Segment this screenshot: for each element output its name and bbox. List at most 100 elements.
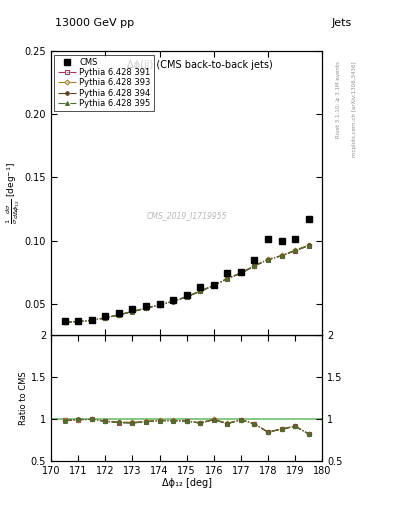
Pythia 6.428 394 bbox=[171, 298, 176, 305]
Pythia 6.428 391 bbox=[62, 319, 67, 325]
Pythia 6.428 393 bbox=[266, 256, 270, 262]
Text: Jets: Jets bbox=[331, 18, 352, 28]
Pythia 6.428 394 bbox=[252, 263, 257, 269]
Pythia 6.428 393 bbox=[62, 319, 67, 325]
Pythia 6.428 391 bbox=[130, 308, 135, 314]
Pythia 6.428 394 bbox=[143, 305, 148, 311]
Pythia 6.428 395 bbox=[103, 315, 108, 321]
CMS bbox=[103, 313, 108, 319]
Pythia 6.428 393 bbox=[90, 317, 94, 323]
CMS bbox=[293, 237, 298, 243]
Pythia 6.428 391 bbox=[239, 270, 243, 276]
Pythia 6.428 394 bbox=[239, 270, 243, 276]
Pythia 6.428 395 bbox=[225, 275, 230, 282]
Pythia 6.428 394 bbox=[103, 315, 108, 321]
Pythia 6.428 393 bbox=[225, 275, 230, 282]
Pythia 6.428 395 bbox=[184, 294, 189, 300]
Pythia 6.428 394 bbox=[184, 294, 189, 300]
Pythia 6.428 394 bbox=[62, 319, 67, 326]
Pythia 6.428 391 bbox=[252, 263, 257, 269]
CMS bbox=[279, 238, 284, 244]
Pythia 6.428 391 bbox=[76, 318, 81, 325]
CMS bbox=[198, 284, 203, 290]
Pythia 6.428 393 bbox=[130, 308, 135, 314]
Pythia 6.428 393 bbox=[198, 288, 203, 294]
Pythia 6.428 393 bbox=[171, 298, 176, 304]
Pythia 6.428 391 bbox=[307, 243, 311, 249]
Pythia 6.428 394 bbox=[266, 257, 270, 263]
Pythia 6.428 395 bbox=[157, 302, 162, 308]
Y-axis label: Ratio to CMS: Ratio to CMS bbox=[19, 371, 28, 425]
Pythia 6.428 395 bbox=[143, 305, 148, 311]
Pythia 6.428 393 bbox=[307, 242, 311, 248]
Pythia 6.428 395 bbox=[117, 312, 121, 318]
Pythia 6.428 393 bbox=[184, 293, 189, 300]
Legend: CMS, Pythia 6.428 391, Pythia 6.428 393, Pythia 6.428 394, Pythia 6.428 395: CMS, Pythia 6.428 391, Pythia 6.428 393,… bbox=[54, 55, 154, 111]
Pythia 6.428 395 bbox=[307, 243, 311, 249]
Pythia 6.428 391 bbox=[117, 312, 121, 318]
Pythia 6.428 391 bbox=[211, 283, 216, 289]
Pythia 6.428 394 bbox=[90, 317, 94, 324]
Line: CMS: CMS bbox=[62, 217, 312, 324]
Pythia 6.428 393 bbox=[157, 302, 162, 308]
Pythia 6.428 391 bbox=[266, 257, 270, 263]
CMS bbox=[157, 301, 162, 307]
Pythia 6.428 395 bbox=[239, 270, 243, 276]
Pythia 6.428 393 bbox=[103, 314, 108, 321]
CMS bbox=[117, 310, 121, 316]
Text: Rivet 3.1.10; ≥ 3.1M events: Rivet 3.1.10; ≥ 3.1M events bbox=[336, 61, 341, 138]
Pythia 6.428 393 bbox=[293, 247, 298, 253]
Line: Pythia 6.428 393: Pythia 6.428 393 bbox=[63, 243, 310, 324]
CMS bbox=[76, 318, 81, 325]
Text: mcplots.cern.ch [arXiv:1306.3436]: mcplots.cern.ch [arXiv:1306.3436] bbox=[352, 61, 357, 157]
Pythia 6.428 391 bbox=[225, 275, 230, 282]
Pythia 6.428 395 bbox=[62, 319, 67, 326]
Pythia 6.428 393 bbox=[76, 318, 81, 325]
CMS bbox=[171, 297, 176, 303]
CMS bbox=[266, 237, 270, 243]
Pythia 6.428 395 bbox=[171, 298, 176, 304]
Pythia 6.428 391 bbox=[293, 248, 298, 254]
CMS bbox=[184, 292, 189, 298]
Pythia 6.428 395 bbox=[293, 247, 298, 253]
Pythia 6.428 395 bbox=[90, 317, 94, 324]
Pythia 6.428 391 bbox=[103, 314, 108, 321]
Pythia 6.428 391 bbox=[184, 294, 189, 300]
Pythia 6.428 395 bbox=[279, 253, 284, 259]
Pythia 6.428 394 bbox=[307, 242, 311, 248]
Pythia 6.428 395 bbox=[252, 263, 257, 269]
Pythia 6.428 391 bbox=[171, 298, 176, 304]
Pythia 6.428 394 bbox=[211, 283, 216, 289]
CMS bbox=[62, 318, 67, 325]
Pythia 6.428 394 bbox=[225, 275, 230, 282]
CMS bbox=[130, 306, 135, 312]
Pythia 6.428 394 bbox=[198, 288, 203, 294]
Pythia 6.428 394 bbox=[279, 253, 284, 259]
CMS bbox=[143, 303, 148, 309]
Pythia 6.428 394 bbox=[293, 248, 298, 254]
Line: Pythia 6.428 395: Pythia 6.428 395 bbox=[63, 244, 310, 324]
Pythia 6.428 395 bbox=[130, 309, 135, 315]
Pythia 6.428 393 bbox=[211, 282, 216, 288]
Text: CMS_2019_I1719955: CMS_2019_I1719955 bbox=[147, 211, 227, 221]
Pythia 6.428 395 bbox=[211, 283, 216, 289]
Pythia 6.428 395 bbox=[266, 257, 270, 263]
Line: Pythia 6.428 394: Pythia 6.428 394 bbox=[63, 244, 310, 324]
Pythia 6.428 395 bbox=[198, 288, 203, 294]
Pythia 6.428 391 bbox=[279, 253, 284, 259]
Pythia 6.428 393 bbox=[252, 263, 257, 269]
Pythia 6.428 391 bbox=[143, 305, 148, 311]
Pythia 6.428 393 bbox=[143, 305, 148, 311]
Text: Δϕ(jj) (CMS back-to-back jets): Δϕ(jj) (CMS back-to-back jets) bbox=[127, 60, 273, 70]
Pythia 6.428 393 bbox=[117, 311, 121, 317]
CMS bbox=[225, 270, 230, 276]
Pythia 6.428 394 bbox=[76, 318, 81, 325]
CMS bbox=[252, 257, 257, 263]
CMS bbox=[239, 269, 243, 275]
CMS bbox=[307, 216, 311, 222]
X-axis label: Δϕ₁₂ [deg]: Δϕ₁₂ [deg] bbox=[162, 478, 212, 488]
Pythia 6.428 394 bbox=[157, 302, 162, 308]
Pythia 6.428 393 bbox=[279, 252, 284, 259]
Pythia 6.428 391 bbox=[157, 302, 162, 308]
Pythia 6.428 391 bbox=[90, 317, 94, 323]
